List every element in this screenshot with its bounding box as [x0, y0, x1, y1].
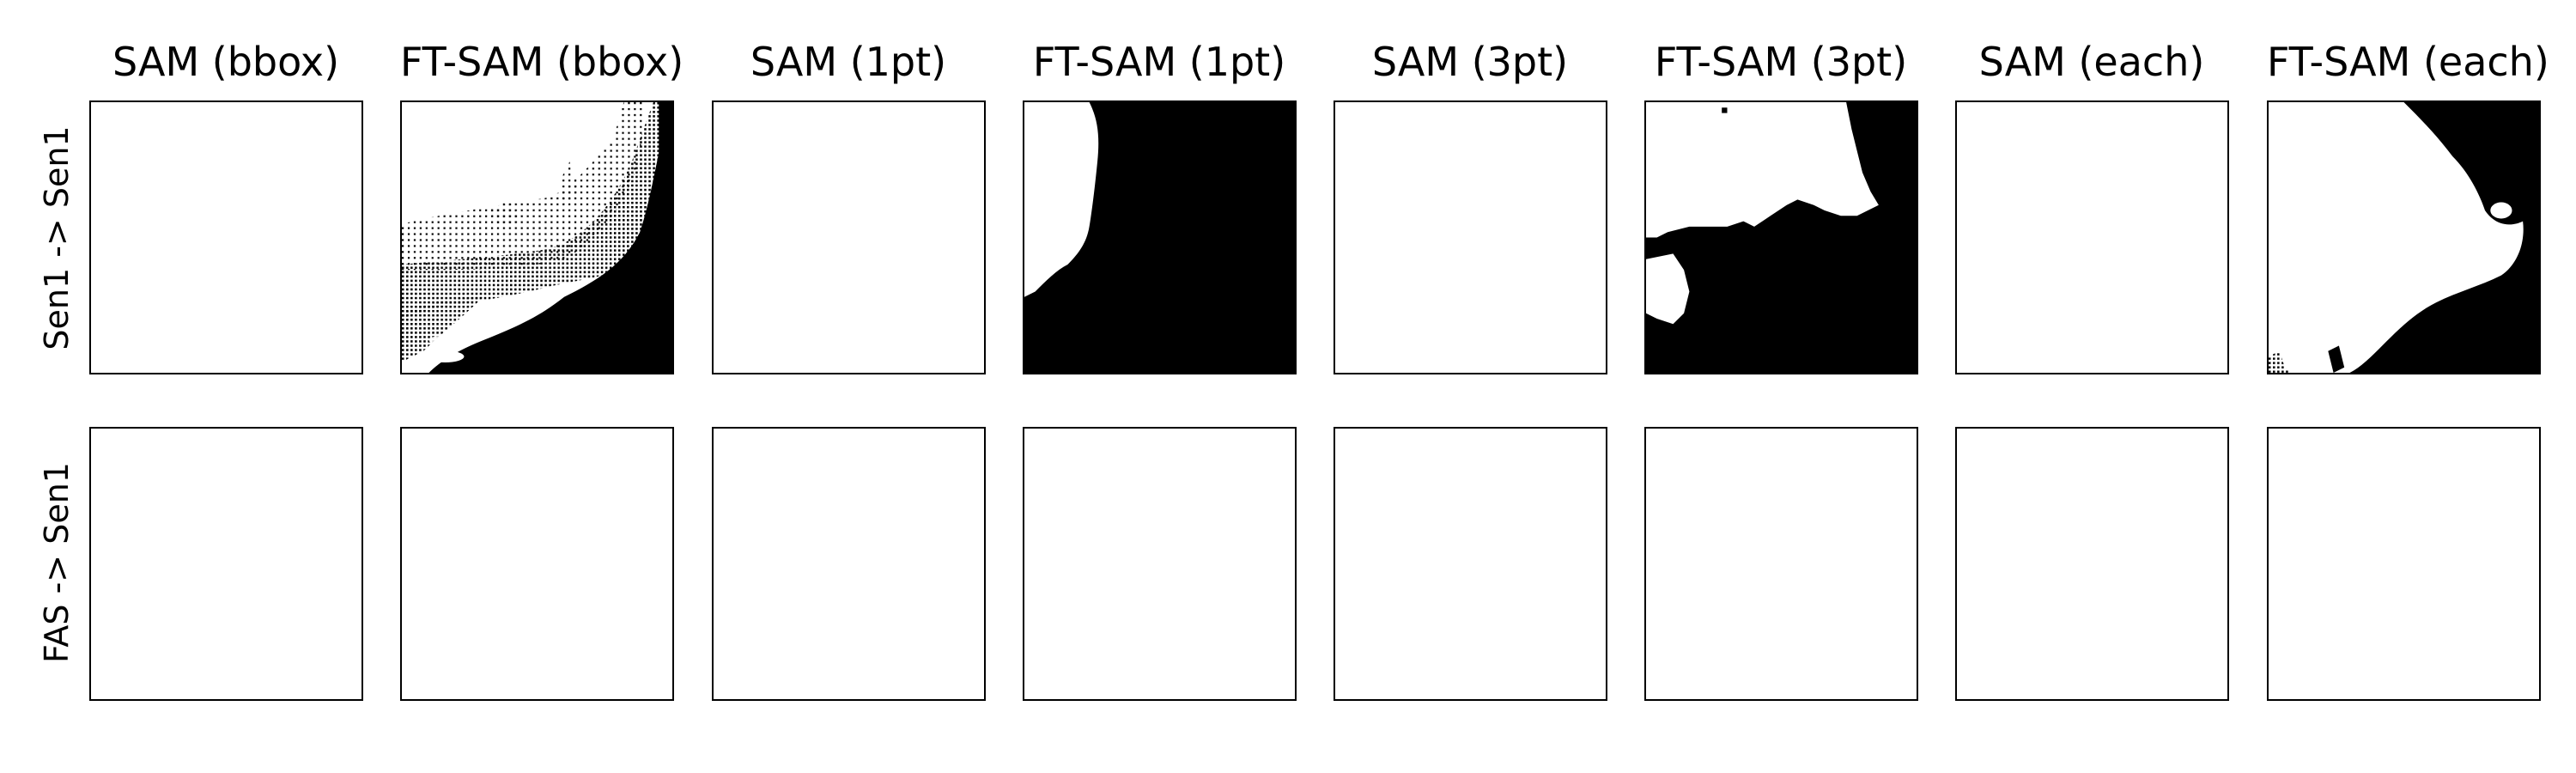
mask-ft-sam-3pt: [1646, 102, 1917, 373]
panel-fas-ft-sam-each: [2267, 427, 2541, 701]
panel-sen1-sam-bbox: [89, 100, 363, 374]
column-title-sam-1pt: SAM (1pt): [750, 39, 947, 85]
mask-ft-sam-bbox: [402, 102, 672, 373]
column-title-ft-sam-each: FT-SAM (each): [2267, 39, 2549, 85]
panel-fas-sam-3pt: [1334, 427, 1607, 701]
panel-sen1-sam-3pt: [1334, 100, 1607, 374]
panel-sen1-ft-sam-3pt: [1644, 100, 1918, 374]
column-title-sam-each: SAM (each): [1978, 39, 2205, 85]
row-label-fas-to-sen1: FAS -> Sen1: [38, 462, 76, 663]
panel-fas-ft-sam-3pt: [1644, 427, 1918, 701]
panel-fas-ft-sam-bbox: [400, 427, 674, 701]
panel-sen1-ft-sam-1pt: [1023, 100, 1297, 374]
column-title-ft-sam-bbox: FT-SAM (bbox): [400, 39, 684, 85]
column-title-sam-bbox: SAM (bbox): [112, 39, 340, 85]
panel-sen1-ft-sam-each: [2267, 100, 2541, 374]
panel-fas-sam-each: [1955, 427, 2229, 701]
panel-fas-sam-1pt: [712, 427, 986, 701]
column-title-sam-3pt: SAM (3pt): [1371, 39, 1569, 85]
panel-fas-ft-sam-1pt: [1023, 427, 1297, 701]
mask-ft-sam-1pt: [1024, 102, 1295, 373]
row-label-sen1-to-sen1: Sen1 -> Sen1: [38, 125, 76, 350]
panel-sen1-sam-each: [1955, 100, 2229, 374]
column-title-ft-sam-3pt: FT-SAM (3pt): [1654, 39, 1908, 85]
mask-ft-sam-each: [2269, 102, 2539, 373]
column-title-ft-sam-1pt: FT-SAM (1pt): [1032, 39, 1286, 85]
panel-sen1-ft-sam-bbox: [400, 100, 674, 374]
panel-fas-sam-bbox: [89, 427, 363, 701]
panel-sen1-sam-1pt: [712, 100, 986, 374]
